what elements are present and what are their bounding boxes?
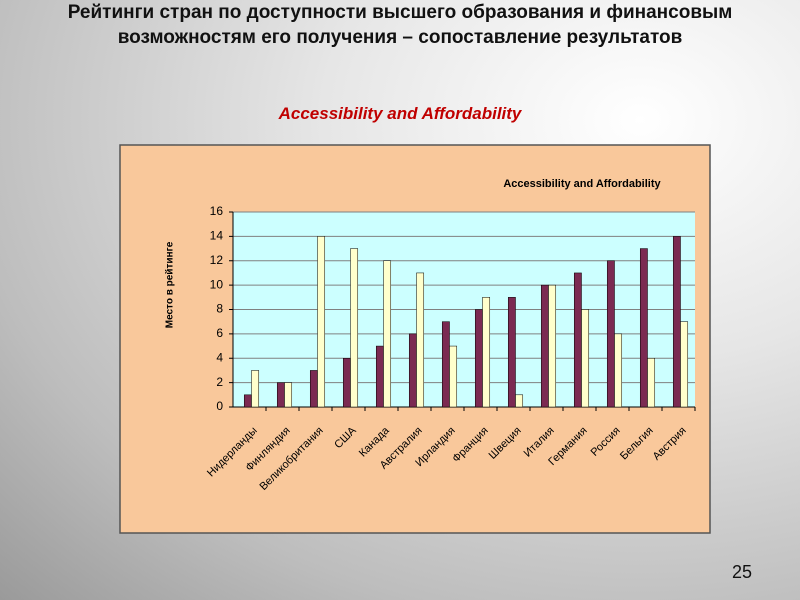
- bar: [639, 248, 648, 408]
- y-tick-label: 6: [216, 326, 223, 340]
- bar: [680, 321, 689, 408]
- bar: [284, 382, 293, 408]
- bar: [276, 382, 285, 408]
- chart-title: Accessibility and Affordability: [503, 178, 661, 190]
- bar: [408, 333, 417, 408]
- y-tick-label: 14: [210, 229, 224, 243]
- bar: [672, 236, 681, 408]
- y-tick-label: 12: [210, 253, 224, 267]
- bar: [647, 358, 656, 408]
- bar: [416, 272, 425, 408]
- bar: [350, 248, 359, 408]
- bar: [441, 321, 450, 408]
- bar: [243, 394, 252, 408]
- y-tick-label: 16: [210, 204, 224, 218]
- bar: [317, 236, 326, 408]
- bar: [515, 394, 524, 408]
- slide-subtitle: Accessibility and Affordability: [278, 104, 522, 123]
- bar: [474, 309, 483, 408]
- bar: [482, 297, 491, 408]
- y-tick-label: 8: [216, 302, 223, 316]
- bar: [606, 260, 615, 408]
- page-number: 25: [731, 562, 752, 582]
- bar: [614, 333, 623, 408]
- bar: [581, 309, 590, 408]
- bar: [540, 284, 549, 408]
- y-tick-label: 4: [216, 350, 223, 364]
- bar: [309, 370, 318, 408]
- bar: [342, 358, 351, 408]
- bar: [507, 297, 516, 408]
- y-tick-label: 10: [210, 277, 224, 291]
- bar: [548, 284, 557, 408]
- bar: [375, 345, 384, 408]
- bar: [251, 370, 260, 408]
- y-tick-label: 0: [216, 399, 223, 413]
- y-tick-label: 2: [216, 375, 223, 389]
- bar: [383, 260, 392, 408]
- slide-title: Рейтинги стран по доступности высшего об…: [67, 2, 733, 48]
- bar: [573, 272, 582, 408]
- bar: [449, 345, 458, 408]
- y-axis-label: Место в рейтинге: [165, 241, 176, 328]
